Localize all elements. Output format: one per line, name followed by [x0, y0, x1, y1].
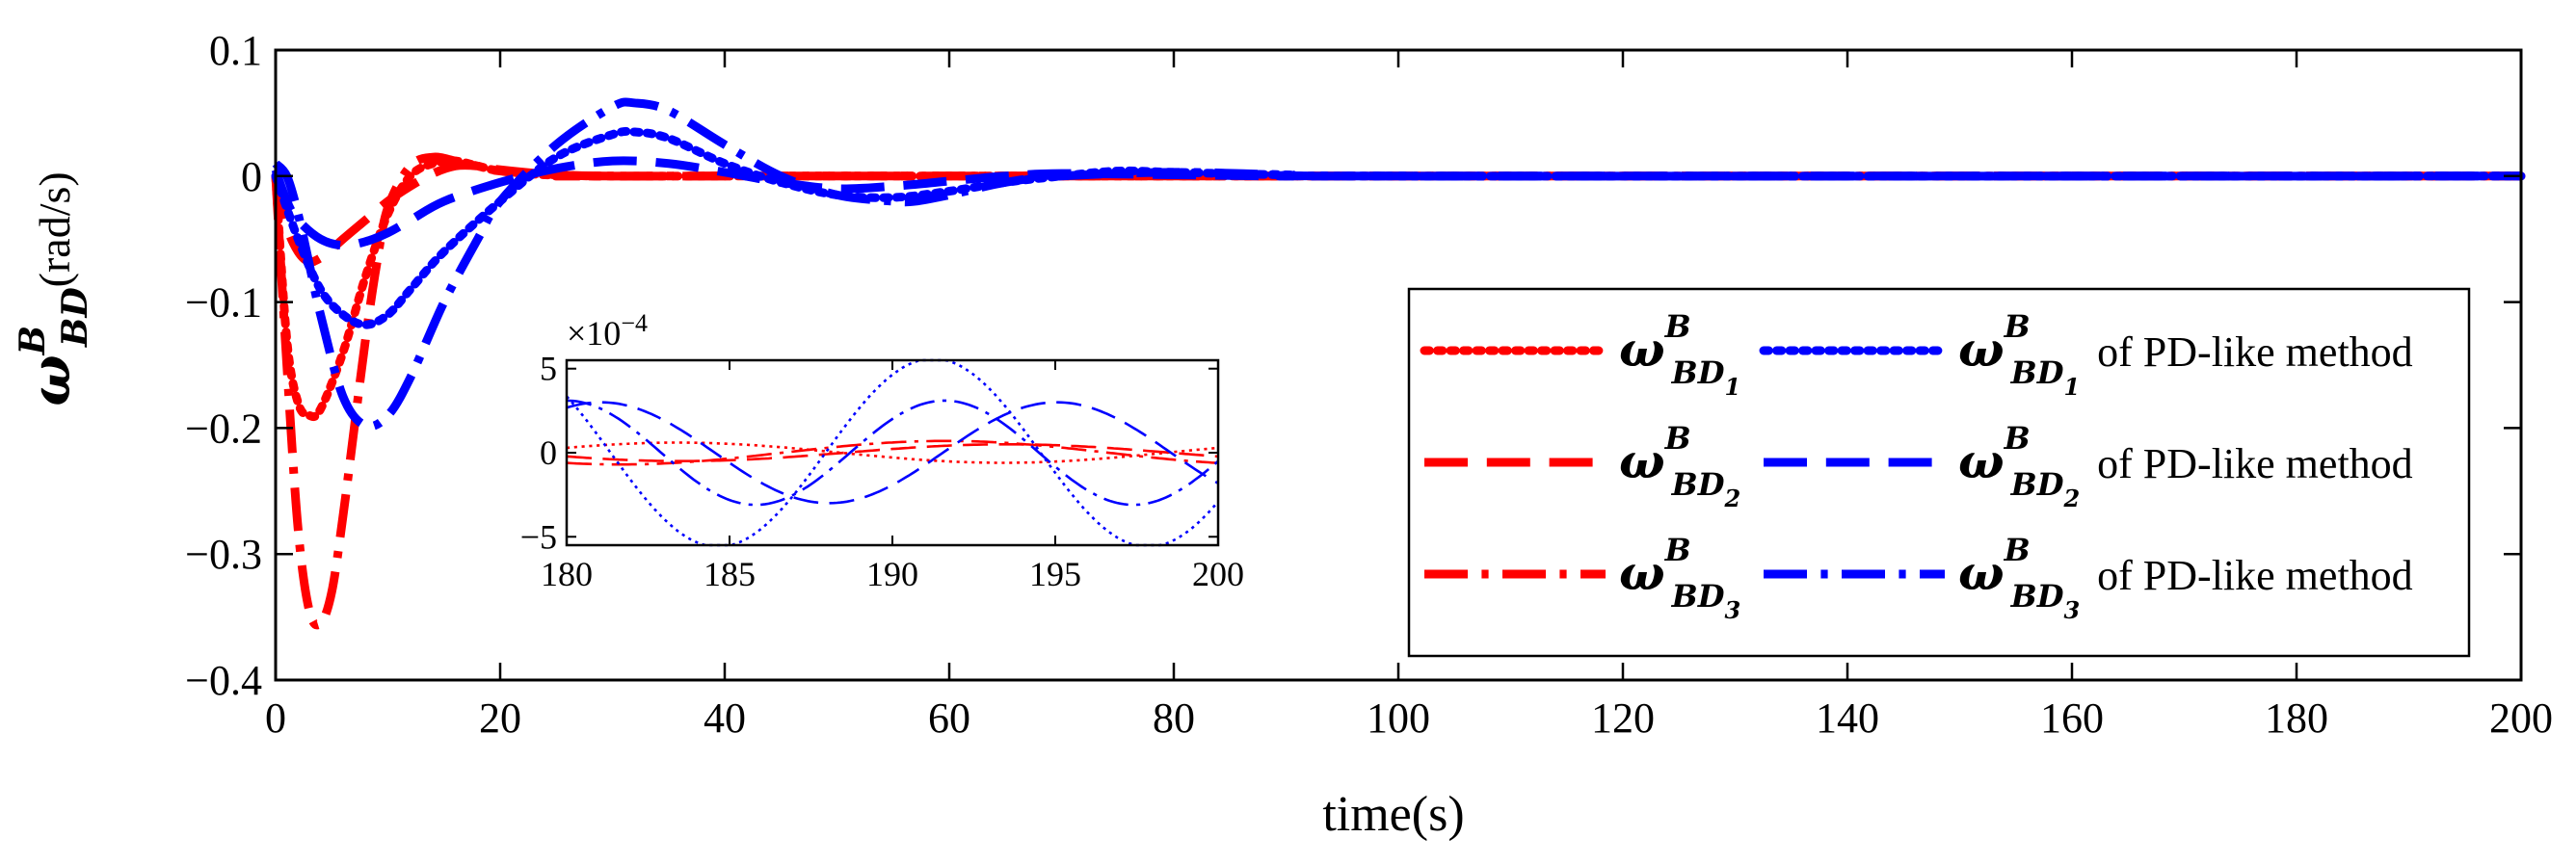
- inset-plot-series: [566, 358, 1219, 547]
- x-tick-label: 140: [1816, 694, 1879, 742]
- y-axis-label-sub: BD: [55, 287, 95, 348]
- inset-exponent-label: ×10−4: [567, 309, 648, 353]
- y-axis-label-sup: B: [13, 326, 53, 355]
- legend-label-3: ωB BD2: [1619, 420, 1740, 512]
- x-tick-label: 20: [479, 694, 521, 742]
- legend: ωB BD1 ωB BD1of PD-like method ωB BD2 ωB BD2of …: [1407, 287, 2471, 658]
- y-tick-label: 0.1: [209, 27, 262, 74]
- main-plot-series: [271, 97, 2526, 630]
- y-axis-label-unit: (rad/s): [30, 171, 79, 287]
- x-tick-label: 100: [1367, 694, 1430, 742]
- x-tick-label: 80: [1153, 694, 1195, 742]
- series-line-6: [272, 97, 2522, 432]
- legend-label-5: ωB BD3: [1619, 532, 1740, 624]
- inset-y-tick-label: −5: [520, 517, 557, 556]
- x-axis-ticks: 0 20 40 60 80 100 120 140 160 180 200: [265, 50, 2553, 742]
- y-axis-label-symbol: ω: [19, 354, 83, 406]
- x-axis-label: time(s): [1322, 787, 1464, 842]
- x-tick-label: 160: [2040, 694, 2104, 742]
- inset-background: [513, 312, 1232, 593]
- inset-x-tick-label: 185: [704, 555, 756, 593]
- inset-series-line-6: [566, 399, 1219, 507]
- legend-label-6: ωB BD3of PD-like method: [1958, 532, 2413, 624]
- x-tick-label: 0: [265, 694, 286, 742]
- inset-series-line-3: [566, 439, 1219, 466]
- y-axis-label: ωBBD(rad/s): [13, 171, 95, 406]
- svg-text:ωBBD(rad/s): ωBBD(rad/s): [13, 171, 95, 406]
- inset-axis-ticks: 180 185 190 195 200 −5 0 5: [520, 350, 1244, 593]
- legend-label-1: ωB BD1: [1619, 308, 1740, 401]
- x-tick-label: 60: [928, 694, 970, 742]
- inset-series-line-5: [566, 401, 1219, 505]
- inset-exponent-power: −4: [621, 309, 648, 337]
- legend-label-2: ωB BD1of PD-like method: [1958, 308, 2413, 401]
- x-tick-label: 40: [704, 694, 746, 742]
- y-tick-label: −0.2: [185, 405, 262, 452]
- y-tick-label: −0.4: [185, 657, 262, 704]
- x-tick-label: 200: [2489, 694, 2553, 742]
- x-tick-label: 180: [2265, 694, 2328, 742]
- x-tick-label: 120: [1591, 694, 1655, 742]
- y-tick-label: −0.3: [185, 531, 262, 578]
- y-axis-ticks: −0.4 −0.3 −0.2 −0.1 0 0.1: [185, 27, 2521, 704]
- inset-x-tick-label: 200: [1192, 555, 1244, 593]
- inset-y-tick-label: 5: [540, 350, 557, 388]
- inset-x-tick-label: 195: [1029, 555, 1081, 593]
- inset-exponent-base: ×10: [567, 314, 621, 353]
- inset-series-line-1: [566, 441, 1219, 464]
- y-tick-label: 0: [241, 153, 262, 200]
- inset-plot: 180 185 190 195 200 −5 0 5 ×10−4: [513, 309, 1244, 593]
- inset-series-line-2: [566, 442, 1219, 463]
- legend-label-4: ωB BD2of PD-like method: [1958, 420, 2413, 512]
- inset-y-tick-label: 0: [540, 433, 557, 472]
- inset-x-tick-label: 190: [866, 555, 918, 593]
- inset-series-line-4: [566, 358, 1219, 547]
- series-line-2: [271, 161, 2521, 267]
- y-tick-label: −0.1: [185, 279, 262, 327]
- inset-x-tick-label: 180: [541, 555, 593, 593]
